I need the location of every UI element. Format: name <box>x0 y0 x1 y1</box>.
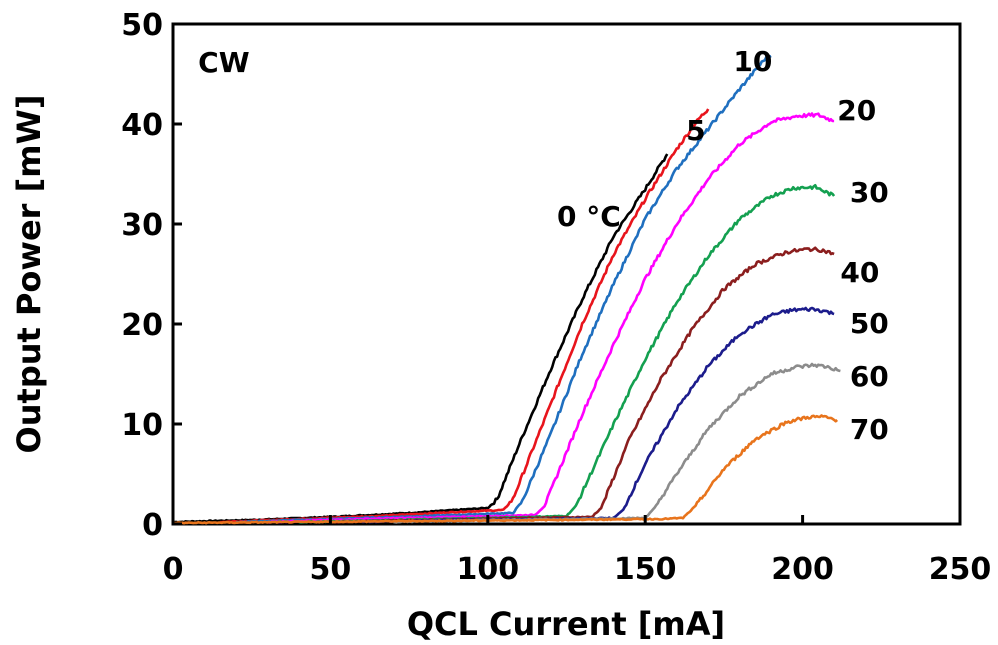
curve-label-cw: CW <box>198 46 250 79</box>
y-axis-title: Output Power [mW] <box>10 95 48 454</box>
series-layer <box>172 54 841 525</box>
plot-area-frame <box>171 22 962 526</box>
y-tick-label: 40 <box>121 108 163 143</box>
series-line-20 <box>267 112 835 524</box>
y-tick-label: 20 <box>121 308 163 343</box>
x-tick-label: 150 <box>614 552 677 587</box>
annotation-layer: CW 0 °C 5 10 20 30 40 50 60 70 <box>198 45 889 446</box>
series-line-5 <box>219 108 710 524</box>
curve-label-70: 70 <box>850 413 889 446</box>
x-tick-label: 0 <box>163 552 184 587</box>
curve-label-10: 10 <box>733 45 772 78</box>
y-tick-label: 10 <box>121 408 163 443</box>
series-line-70 <box>172 414 839 525</box>
curve-label-50: 50 <box>850 307 889 340</box>
series-line-50 <box>361 306 835 524</box>
y-tick-label: 30 <box>121 208 163 243</box>
curve-label-60: 60 <box>850 360 889 393</box>
curve-label-40: 40 <box>840 256 879 289</box>
curve-label-5: 5 <box>686 114 705 147</box>
x-tick-label: 250 <box>929 552 992 587</box>
x-tick-label: 50 <box>310 552 352 587</box>
tick-layer: 0 50 100 150 200 250 0 10 20 30 40 50 <box>121 8 991 587</box>
x-tick-label: 100 <box>456 552 519 587</box>
y-tick-label: 50 <box>121 8 163 43</box>
series-line-30 <box>298 183 836 524</box>
curve-label-20: 20 <box>837 94 876 127</box>
curve-label-0-c: 0 °C <box>557 200 621 233</box>
x-tick-label: 200 <box>771 552 834 587</box>
curve-label-30: 30 <box>850 176 889 209</box>
y-tick-label: 0 <box>142 508 163 543</box>
series-line-40 <box>330 246 835 524</box>
series-line-60 <box>393 362 841 524</box>
x-axis-title: QCL Current [mA] <box>407 605 725 643</box>
